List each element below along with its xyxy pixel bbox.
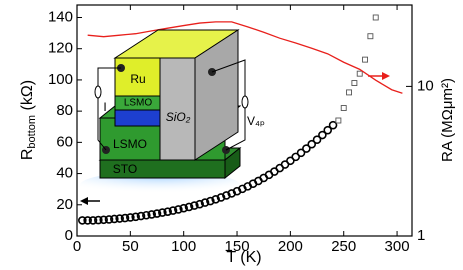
data-point — [211, 195, 220, 204]
data-point — [190, 201, 199, 210]
inset-label: V₄ₚ — [247, 114, 265, 128]
data-point — [126, 213, 135, 222]
y2-tick-label: 10 — [417, 77, 434, 94]
x-tick-label: 250 — [331, 238, 356, 255]
barrier — [114, 109, 161, 127]
axis-arrow-head — [382, 72, 390, 80]
x-axis-label: T (K) — [226, 249, 261, 266]
data-point — [184, 202, 194, 212]
data-point — [78, 216, 87, 225]
current-source — [94, 85, 102, 99]
data-point — [131, 212, 140, 222]
data-point — [120, 213, 130, 223]
plot-area — [78, 14, 403, 225]
x-tick-label: 50 — [122, 238, 139, 255]
y-label-sub: bottom — [26, 115, 38, 149]
data-point — [147, 210, 156, 219]
y-label-main: R — [19, 149, 36, 161]
wire — [97, 67, 121, 151]
y2-tick-label: 1 — [417, 227, 425, 244]
data-point — [104, 215, 114, 224]
data-point — [312, 135, 322, 144]
y-tick-label: 120 — [48, 40, 73, 57]
axis-arrow-head — [80, 197, 88, 205]
y2-axis-label: RA (MΩμm²) — [439, 78, 456, 162]
sio2-front — [159, 57, 196, 161]
data-point — [346, 89, 353, 96]
y-tick-label: 60 — [56, 133, 73, 150]
data-point — [367, 33, 374, 40]
data-point — [307, 139, 317, 149]
data-point — [99, 215, 108, 225]
data-point — [158, 208, 167, 217]
data-point — [362, 56, 369, 63]
x-tick-label: 0 — [73, 238, 81, 255]
inset-label: LSMO — [124, 98, 153, 109]
inset-label: STO — [113, 162, 137, 176]
inset-label: I — [103, 100, 106, 114]
data-point — [136, 211, 146, 221]
data-point — [200, 198, 210, 207]
y-label-unit: (kΩ) — [19, 80, 36, 115]
data-point — [142, 210, 151, 220]
data-point — [152, 209, 162, 218]
data-point — [195, 199, 204, 209]
data-point — [296, 148, 306, 158]
data-point — [163, 207, 172, 216]
data-point — [340, 105, 347, 111]
x-tick-label: 100 — [171, 238, 196, 255]
data-point — [372, 14, 379, 21]
data-point — [174, 205, 183, 214]
x-tick-label: 150 — [225, 238, 250, 255]
sto-side — [224, 146, 241, 180]
ra-line — [87, 21, 403, 94]
sio2-side — [194, 29, 239, 161]
data-point — [115, 214, 124, 223]
data-point — [351, 80, 358, 86]
y-tick-label: 40 — [56, 165, 73, 182]
y-tick-label: 140 — [48, 8, 73, 25]
data-point — [323, 125, 333, 135]
x-tick-label: 200 — [278, 238, 303, 255]
data-point — [206, 196, 215, 206]
data-point — [286, 156, 295, 166]
voltmeter — [241, 95, 249, 109]
plot-frame — [76, 4, 413, 237]
data-point — [83, 216, 92, 225]
data-point — [110, 214, 119, 224]
y-tick-label: 20 — [56, 196, 73, 213]
x-tick-label: 300 — [385, 238, 410, 255]
y-tick-label: 80 — [56, 102, 73, 119]
y-tick-label: 100 — [48, 71, 73, 88]
inset-label: SiO₂ — [166, 110, 191, 124]
data-point — [356, 70, 363, 77]
y-tick-label: 0 — [65, 227, 73, 244]
data-point — [94, 215, 103, 225]
data-point — [168, 206, 178, 215]
data-point — [88, 216, 98, 225]
data-point — [335, 117, 342, 124]
inset-label: LSMO — [113, 137, 147, 151]
data-point — [328, 120, 338, 130]
data-point — [179, 203, 188, 213]
y-axis-label: Rbottom (kΩ) — [19, 80, 38, 160]
data-point — [291, 152, 301, 162]
data-point — [318, 130, 327, 140]
inset: Ru LSMO LSMO STO SiO₂ I V₄ₚ — [80, 29, 265, 199]
data-point — [302, 144, 311, 153]
inset-label: Ru — [130, 72, 145, 86]
